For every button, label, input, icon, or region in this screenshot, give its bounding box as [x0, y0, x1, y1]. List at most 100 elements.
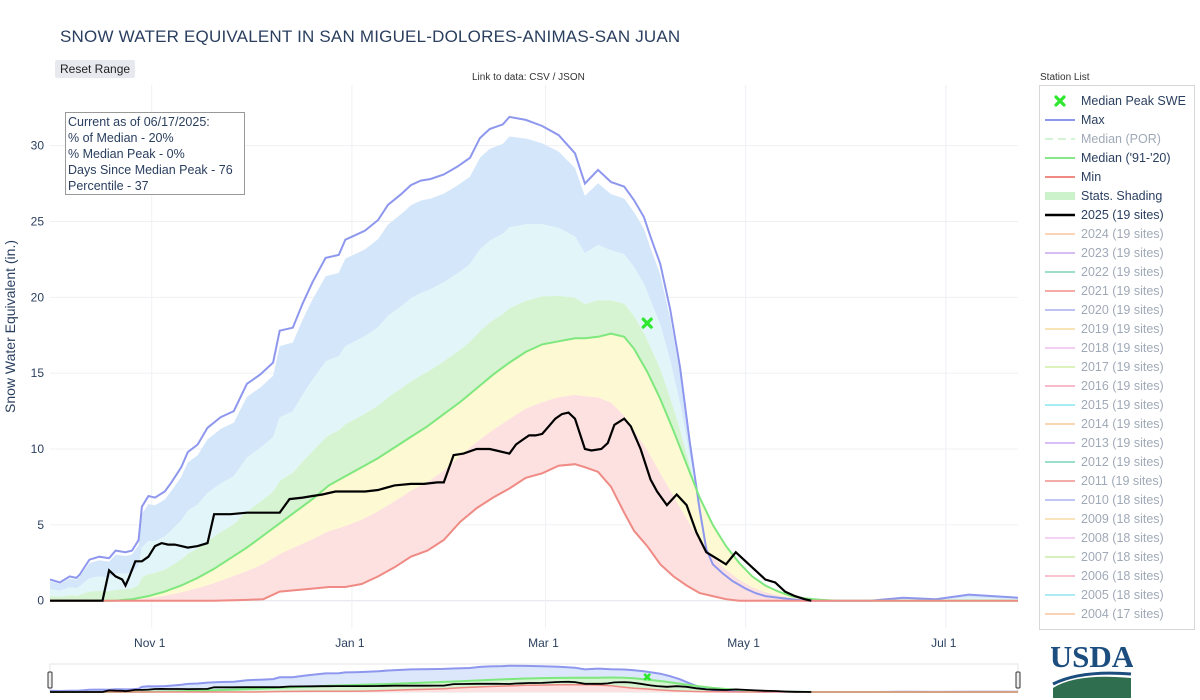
legend-band [1045, 192, 1075, 200]
legend-item[interactable]: 2019 (19 sites) [1040, 320, 1194, 339]
legend-item[interactable]: Median (POR) [1040, 130, 1194, 149]
legend-item[interactable]: 2007 (18 sites) [1040, 548, 1194, 567]
range-slider-current-line [50, 680, 812, 693]
legend-item[interactable]: 2018 (19 sites) [1040, 339, 1194, 358]
legend-item[interactable]: Median ('91-'20) [1040, 149, 1194, 168]
usda-logo-swoosh [1052, 671, 1132, 686]
legend-label: Median Peak SWE [1081, 94, 1186, 108]
range-slider-peak-marker [643, 673, 652, 681]
legend-label: 2012 (19 sites) [1081, 455, 1164, 469]
x-tick-label: Nov 1 [134, 636, 166, 650]
legend-item[interactable]: 2020 (19 sites) [1040, 301, 1194, 320]
y-tick-label: 0 [37, 594, 44, 608]
info-box-line: Current as of 06/17/2025: [68, 115, 210, 129]
legend-item[interactable]: 2014 (19 sites) [1040, 415, 1194, 434]
legend-symbol-icon [1045, 480, 1075, 482]
legend-item[interactable]: 2015 (19 sites) [1040, 396, 1194, 415]
legend-label: 2023 (19 sites) [1081, 246, 1164, 260]
legend-item[interactable]: 2005 (18 sites) [1040, 586, 1194, 605]
data-link[interactable]: Link to data: CSV / JSON [472, 72, 585, 83]
legend-item[interactable]: 2025 (19 sites) [1040, 206, 1194, 225]
legend-label: 2025 (19 sites) [1081, 208, 1164, 222]
legend-label: 2006 (18 sites) [1081, 569, 1164, 583]
legend-item[interactable]: 2009 (18 sites) [1040, 510, 1194, 529]
legend-label: 2013 (19 sites) [1081, 436, 1164, 450]
legend-item[interactable]: Max [1040, 111, 1194, 130]
range-slider-right-handle[interactable] [1015, 671, 1021, 689]
y-tick-label: 30 [31, 139, 45, 153]
y-tick-label: 5 [37, 518, 44, 532]
info-box-layer: Current as of 06/17/2025: % of Median - 2… [65, 112, 245, 195]
legend-label: 2014 (19 sites) [1081, 417, 1164, 431]
info-box-line: Days Since Median Peak - 76 [68, 163, 233, 177]
legend-item[interactable]: 2016 (19 sites) [1040, 377, 1194, 396]
legend-item[interactable]: 2004 (17 sites) [1040, 605, 1194, 624]
legend-item[interactable]: 2023 (19 sites) [1040, 244, 1194, 263]
legend-item[interactable]: 2006 (18 sites) [1040, 567, 1194, 586]
legend-item[interactable]: Median Peak SWE [1040, 92, 1194, 111]
legend-symbol-icon [1045, 252, 1075, 254]
reset-range-button[interactable]: Reset Range [55, 60, 136, 78]
legend-label: Median (POR) [1081, 132, 1161, 146]
band-min-30th [50, 394, 1018, 601]
legend-label: 2007 (18 sites) [1081, 550, 1164, 564]
legend-label: 2008 (18 sites) [1081, 531, 1164, 545]
info-box-line: % Median Peak - 0% [68, 147, 185, 161]
range-slider-left-handle[interactable] [47, 671, 53, 689]
legend-label: 2005 (18 sites) [1081, 588, 1164, 602]
legend-symbol-icon [1045, 442, 1075, 444]
x-tick-label: Jul 1 [931, 636, 957, 650]
legend-symbol-icon [1045, 518, 1075, 520]
legend-label: 2009 (18 sites) [1081, 512, 1164, 526]
legend-symbol-icon [1045, 328, 1075, 330]
info-box-line: % of Median - 20% [68, 131, 174, 145]
legend-label: 2020 (19 sites) [1081, 303, 1164, 317]
legend-item[interactable]: 2017 (19 sites) [1040, 358, 1194, 377]
median-peak-marker [641, 317, 653, 329]
legend: Median Peak SWE Max Median (POR) Median ('9… [1039, 85, 1195, 630]
legend-item[interactable]: Min [1040, 168, 1194, 187]
legend-item[interactable]: Stats. Shading [1040, 187, 1194, 206]
legend-label: Stats. Shading [1081, 189, 1163, 203]
y-tick-label: 25 [31, 215, 45, 229]
band-70th-90th [50, 224, 1018, 601]
median-line [50, 332, 1018, 602]
y-axis-title: Snow Water Equivalent (in.) [2, 240, 18, 413]
stats-shading-layer [50, 136, 1018, 601]
info-box [65, 112, 245, 195]
legend-item[interactable]: 2008 (18 sites) [1040, 529, 1194, 548]
legend-symbol-icon [1045, 556, 1075, 558]
axis-layer: 0 5 10 15 20 25 30 Nov 1 Jan 1 Mar 1 May 1 Jul 1 Sno… [2, 139, 957, 650]
station-list-label[interactable]: Station List [1040, 72, 1090, 83]
legend-label: Min [1081, 170, 1102, 184]
legend-symbol-icon [1054, 95, 1066, 107]
legend-symbol-icon [1045, 385, 1075, 387]
legend-label: 2018 (19 sites) [1081, 341, 1164, 355]
legend-label: 2019 (19 sites) [1081, 322, 1164, 336]
legend-label: Median ('91-'20) [1081, 151, 1171, 165]
legend-label: 2010 (18 sites) [1081, 493, 1164, 507]
legend-item[interactable]: 2013 (19 sites) [1040, 434, 1194, 453]
legend-item[interactable]: 2022 (19 sites) [1040, 263, 1194, 282]
legend-symbol-icon [1045, 423, 1075, 425]
legend-item[interactable]: 2012 (19 sites) [1040, 453, 1194, 472]
legend-item[interactable]: 2010 (18 sites) [1040, 491, 1194, 510]
range-slider [47, 663, 1021, 693]
legend-symbol-icon [1045, 404, 1075, 406]
legend-symbol-icon [1045, 594, 1075, 596]
legend-item[interactable]: 2021 (19 sites) [1040, 282, 1194, 301]
y-tick-label: 15 [31, 366, 45, 380]
legend-symbol-icon [1045, 138, 1075, 140]
legend-label: 2024 (19 sites) [1081, 227, 1164, 241]
min-line [50, 463, 1018, 602]
info-box-line: Percentile - 37 [68, 179, 149, 193]
legend-item[interactable]: 2011 (19 sites) [1040, 472, 1194, 491]
legend-item[interactable]: 2024 (19 sites) [1040, 225, 1194, 244]
legend-symbol-icon [1045, 461, 1075, 463]
legend-label: 2017 (19 sites) [1081, 360, 1164, 374]
legend-label: 2011 (19 sites) [1081, 474, 1163, 488]
legend-symbol-icon [1045, 366, 1075, 368]
legend-label: 2015 (19 sites) [1081, 398, 1164, 412]
usda-logo-text: USDA [1051, 640, 1133, 674]
